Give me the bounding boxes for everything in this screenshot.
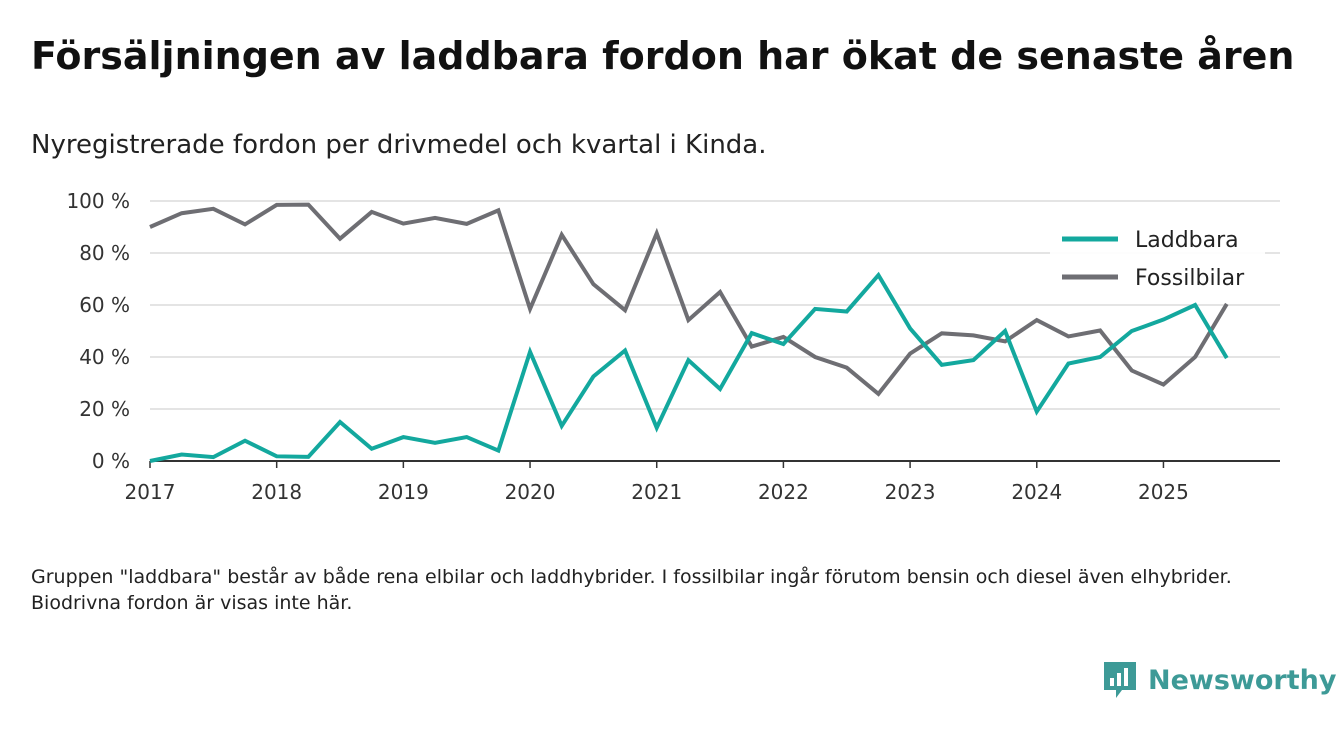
y-axis: 0 % 20 % 40 % 60 % 80 % 100 % (66, 189, 130, 473)
x-tick-label: 2024 (1011, 480, 1062, 504)
x-axis: 2017 2018 2019 2020 2021 2022 2023 2024 2025 (125, 460, 1280, 504)
chart-title: Försäljningen av laddbara fordon har öka… (31, 34, 1295, 78)
x-tick-label: 2020 (505, 480, 556, 504)
line-chart: 0 % 20 % 40 % 60 % 80 % 100 % 2017 2018 2019 202… (66, 189, 1280, 504)
x-tick-label: 2023 (885, 480, 936, 504)
x-tick-label: 2025 (1138, 480, 1189, 504)
brand: Newsworthy (1102, 660, 1336, 700)
legend-label: Fossilbilar (1135, 266, 1245, 291)
x-tick-label: 2019 (378, 480, 429, 504)
series-lines (149, 202, 1229, 463)
x-tick-label: 2017 (125, 480, 176, 504)
y-tick-label: 100 % (66, 189, 130, 213)
y-tick-label: 20 % (79, 397, 130, 421)
series-line-fossilbilar (149, 202, 1229, 397)
footnote: Gruppen "laddbara" består av både rena e… (31, 566, 1232, 614)
x-tick-label: 2022 (758, 480, 809, 504)
legend-label: Laddbara (1135, 228, 1239, 253)
y-tick-label: 40 % (79, 345, 130, 369)
newsworthy-logo-icon (1104, 662, 1136, 698)
series-line-laddbara (149, 271, 1229, 463)
legend: Laddbara Fossilbilar (1050, 220, 1265, 296)
y-tick-label: 60 % (79, 293, 130, 317)
x-tick-label: 2018 (251, 480, 302, 504)
chart-subtitle: Nyregistrerade fordon per drivmedel och … (31, 130, 767, 160)
legend-background (1050, 220, 1265, 296)
brand-name: Newsworthy (1148, 664, 1337, 696)
x-tick-label: 2021 (631, 480, 682, 504)
y-tick-label: 80 % (79, 241, 130, 265)
y-tick-label: 0 % (92, 449, 130, 473)
